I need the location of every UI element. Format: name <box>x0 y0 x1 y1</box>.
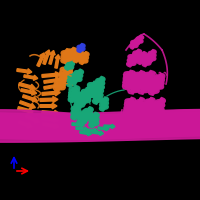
FancyArrow shape <box>40 103 57 109</box>
Polygon shape <box>138 101 151 119</box>
Polygon shape <box>99 97 109 111</box>
Polygon shape <box>59 66 73 82</box>
Polygon shape <box>93 88 103 104</box>
Polygon shape <box>83 107 93 121</box>
Polygon shape <box>132 49 142 63</box>
Polygon shape <box>144 97 155 115</box>
Polygon shape <box>123 97 136 115</box>
FancyArrow shape <box>23 95 37 102</box>
Polygon shape <box>73 49 83 63</box>
FancyArrow shape <box>21 89 37 95</box>
Polygon shape <box>129 101 140 119</box>
FancyArrow shape <box>43 123 59 129</box>
FancyArrow shape <box>42 90 60 96</box>
FancyArrow shape <box>19 121 32 128</box>
FancyArrow shape <box>43 50 50 64</box>
Polygon shape <box>67 73 77 87</box>
Polygon shape <box>68 85 80 103</box>
Polygon shape <box>53 77 67 91</box>
Polygon shape <box>95 76 105 92</box>
Polygon shape <box>142 53 152 67</box>
FancyArrow shape <box>42 72 61 78</box>
FancyArrow shape <box>86 128 98 133</box>
Polygon shape <box>127 53 137 67</box>
Polygon shape <box>133 70 145 90</box>
FancyArrow shape <box>76 127 88 132</box>
Polygon shape <box>0 112 200 140</box>
Polygon shape <box>77 43 85 53</box>
Polygon shape <box>154 97 165 115</box>
Polygon shape <box>74 91 86 109</box>
FancyArrow shape <box>24 75 38 80</box>
FancyArrow shape <box>44 83 61 89</box>
FancyArrow shape <box>49 50 55 64</box>
FancyArrow shape <box>19 83 35 90</box>
FancyArrow shape <box>104 124 115 129</box>
Polygon shape <box>137 51 147 65</box>
Polygon shape <box>130 39 139 49</box>
FancyArrow shape <box>92 131 103 136</box>
FancyArrow shape <box>17 69 32 74</box>
FancyArrow shape <box>98 126 109 131</box>
Polygon shape <box>143 70 155 90</box>
FancyArrow shape <box>80 131 91 136</box>
FancyArrow shape <box>72 122 84 127</box>
Polygon shape <box>122 70 136 90</box>
Polygon shape <box>73 69 83 83</box>
Polygon shape <box>153 73 165 91</box>
Polygon shape <box>138 74 150 94</box>
Polygon shape <box>79 51 89 65</box>
Polygon shape <box>128 74 140 94</box>
Polygon shape <box>0 109 200 139</box>
Polygon shape <box>0 114 200 142</box>
Polygon shape <box>71 104 81 120</box>
FancyArrow shape <box>42 117 58 122</box>
Polygon shape <box>136 35 144 45</box>
FancyArrow shape <box>18 107 33 114</box>
FancyArrow shape <box>44 77 62 83</box>
FancyArrow shape <box>25 115 39 123</box>
Polygon shape <box>67 47 77 61</box>
Polygon shape <box>148 77 160 95</box>
Polygon shape <box>86 81 98 99</box>
Polygon shape <box>148 49 156 63</box>
Polygon shape <box>61 49 71 63</box>
Polygon shape <box>149 102 160 118</box>
FancyArrow shape <box>42 110 60 116</box>
FancyArrow shape <box>40 96 58 103</box>
FancyArrow shape <box>20 101 35 109</box>
Polygon shape <box>77 110 87 126</box>
FancyArrow shape <box>55 55 60 68</box>
Polygon shape <box>65 58 75 70</box>
Polygon shape <box>81 88 91 104</box>
Polygon shape <box>0 110 200 138</box>
Polygon shape <box>89 112 99 128</box>
Polygon shape <box>134 97 145 115</box>
FancyArrow shape <box>37 53 45 67</box>
